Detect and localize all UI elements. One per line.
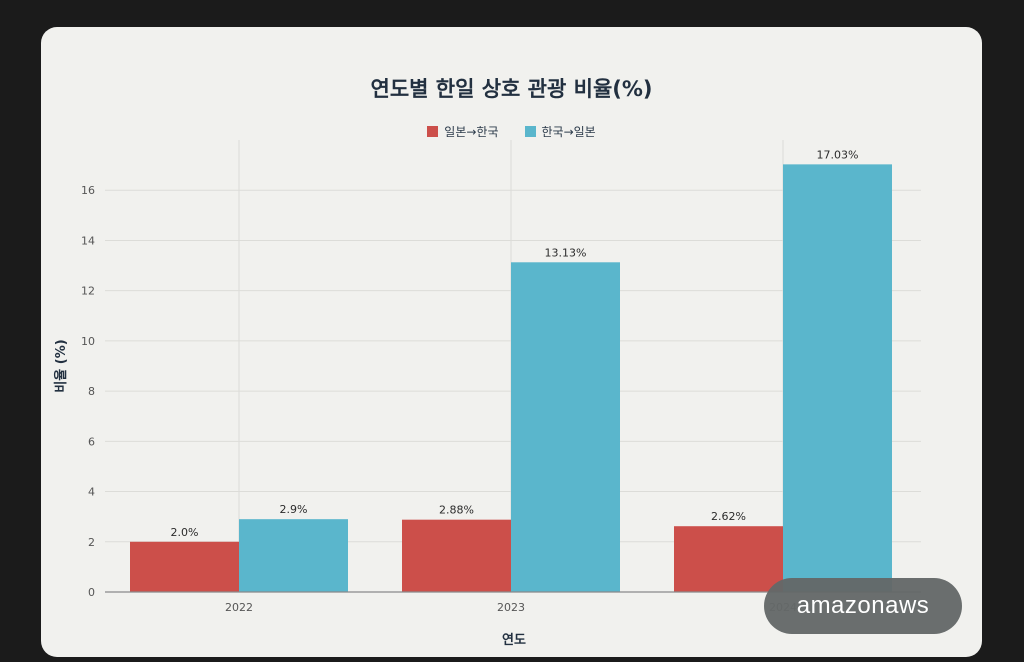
legend-swatch-series-2 [524, 126, 536, 137]
bar-1-2024 [674, 526, 783, 592]
y-tick-label: 16 [81, 184, 95, 197]
bar-2-2022 [239, 519, 348, 592]
bar-2-2023 [511, 262, 620, 592]
chart-card: 연도별 한일 상호 관광 비율(%) 일본→한국 한국→일본 0 2 4 6 8 10 12… [41, 27, 982, 657]
bar-chart-plot: 0 2 4 6 8 10 12 14 16 2.0% 2.88% 2.62% 2.9% 13.13% 17.… [53, 140, 921, 648]
bar-data-label: 17.03% [817, 148, 859, 161]
bar-data-label: 2.88% [439, 504, 474, 517]
y-tick-label: 10 [81, 335, 95, 348]
bar-data-label: 13.13% [545, 246, 587, 259]
y-tick-label: 12 [81, 285, 95, 298]
x-tick-label: 2023 [497, 601, 525, 614]
legend-item-series-1[interactable]: 일본→한국 [427, 123, 499, 140]
legend-label-series-1: 일본→한국 [444, 125, 499, 139]
y-axis-title: 비율 (%) [53, 339, 69, 392]
bar-data-label: 2.9% [280, 503, 308, 516]
bar-data-label: 2.62% [711, 510, 746, 523]
y-tick-label: 8 [88, 385, 95, 398]
y-tick-label: 4 [88, 486, 95, 499]
bar-2-2024 [783, 164, 892, 592]
legend-item-series-2[interactable]: 한국→일본 [524, 123, 596, 140]
y-tick-label: 0 [88, 586, 95, 599]
legend-label-series-2: 한국→일본 [541, 125, 596, 139]
bar-1-2022 [130, 541, 239, 592]
y-tick-label: 2 [88, 536, 95, 549]
chart-title: 연도별 한일 상호 관광 비율(%) [370, 77, 653, 101]
x-axis-title: 연도 [502, 633, 526, 648]
y-tick-label: 6 [88, 435, 95, 448]
watermark: amazonaws [764, 578, 962, 634]
bar-1-2023 [402, 519, 511, 592]
bar-data-label: 2.0% [171, 526, 199, 539]
chart-legend: 일본→한국 한국→일본 [41, 123, 982, 140]
y-tick-label: 14 [81, 234, 95, 247]
legend-swatch-series-1 [427, 126, 439, 137]
x-tick-label: 2022 [225, 601, 253, 614]
